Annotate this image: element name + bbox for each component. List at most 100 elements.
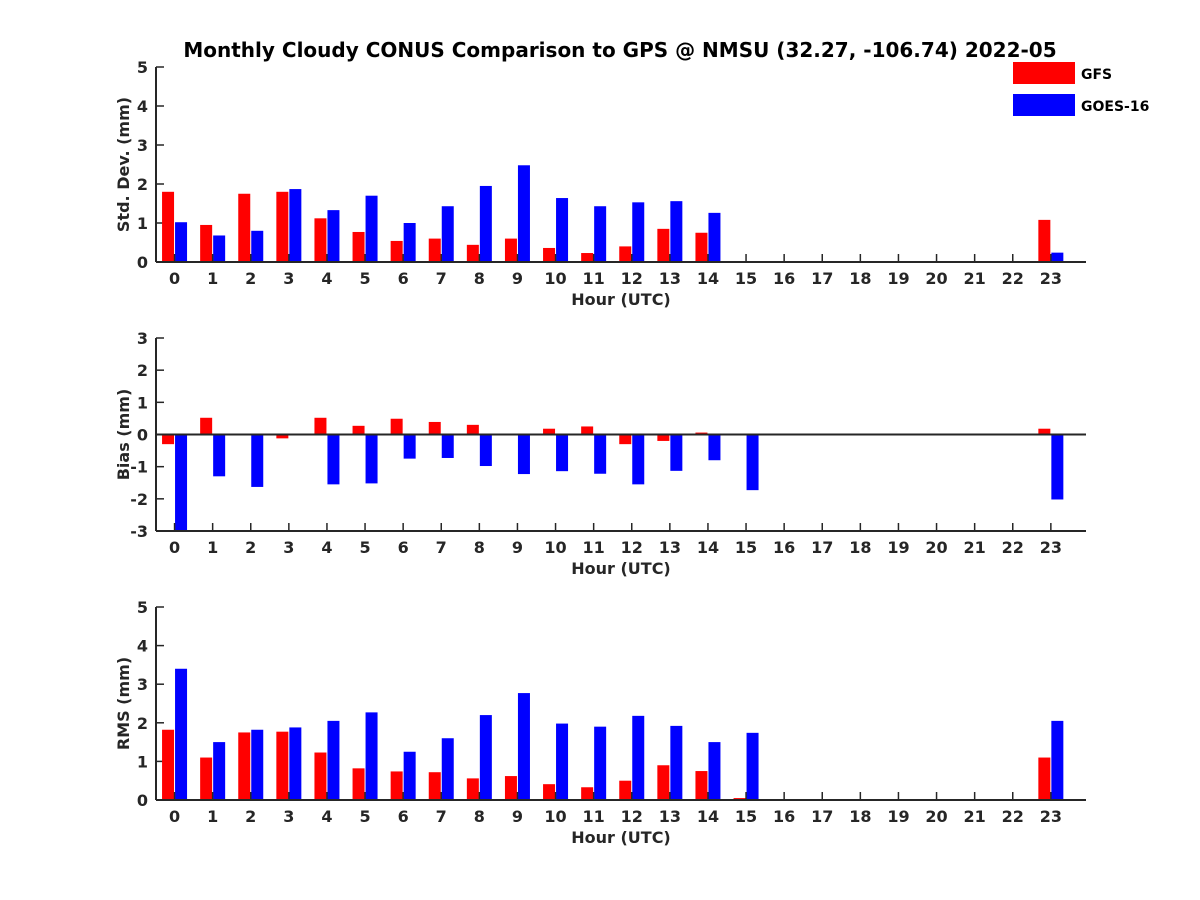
bias-bar-gfs-13 [657,434,670,441]
std-dev-x-axis-label: Hour (UTC) [571,290,671,309]
rms-x-tick-label: 7 [436,807,447,826]
std-dev-bar-gfs-13 [657,228,670,262]
std-dev-bar-goes16-9 [517,165,530,262]
bias-y-tick-label: 1 [137,393,148,412]
rms-x-tick-label: 11 [583,807,605,826]
std-dev-x-tick-label: 8 [474,269,485,288]
bias-x-tick-label: 19 [887,538,909,557]
std-dev-x-tick-label: 1 [207,269,218,288]
legend-swatch-goes16 [1013,94,1075,116]
std-dev-bar-gfs-9 [504,238,517,262]
std-dev-bar-goes16-12 [632,202,645,262]
rms-bar-goes16-11 [594,726,607,800]
bias-bar-gfs-10 [543,428,556,435]
rms-x-axis-label: Hour (UTC) [571,828,671,847]
bias-bar-gfs-6 [390,418,403,435]
bias-bar-goes16-6 [403,434,416,459]
rms-bar-gfs-5 [352,768,365,800]
std-dev-bar-goes16-5 [365,195,378,262]
rms-x-tick-label: 10 [544,807,566,826]
bias-y-tick-label: 3 [137,329,148,348]
std-dev-bar-goes16-10 [556,198,569,262]
std-dev-y-tick-label: 1 [137,214,148,233]
rms-x-tick-label: 0 [169,807,180,826]
bias-y-tick-label: 2 [137,361,148,380]
std-dev-x-tick-label: 4 [321,269,332,288]
bias-x-tick-label: 12 [621,538,643,557]
std-dev-bar-goes16-8 [479,185,492,262]
std-dev-y-tick-label: 3 [137,136,148,155]
bias-bar-goes16-10 [556,434,569,472]
rms-bar-gfs-6 [390,771,403,800]
bias-bar-goes16-5 [365,434,378,484]
std-dev-bar-gfs-3 [276,191,289,262]
std-dev-x-tick-label: 10 [544,269,566,288]
bias-x-tick-label: 10 [544,538,566,557]
bias-x-tick-label: 9 [512,538,523,557]
rms-x-tick-label: 13 [659,807,681,826]
bias-bar-goes16-9 [517,434,530,475]
rms-x-tick-label: 14 [697,807,719,826]
bias-bar-goes16-13 [670,434,683,471]
bias-bar-gfs-12 [619,434,632,445]
bias-x-tick-label: 22 [1002,538,1024,557]
std-dev-bar-goes16-3 [289,189,302,262]
bias-bar-goes16-12 [632,434,645,485]
rms-bar-gfs-10 [543,784,556,800]
bias-bar-goes16-4 [327,434,340,485]
std-dev-x-tick-label: 12 [621,269,643,288]
std-dev-bar-goes16-23 [1051,252,1064,262]
rms-bar-goes16-1 [213,742,226,800]
bias-y-tick-label: 0 [137,426,148,445]
std-dev-y-tick-label: 4 [137,97,148,116]
std-dev-bar-goes16-4 [327,210,340,262]
bias-x-tick-label: 8 [474,538,485,557]
rms-x-tick-label: 16 [773,807,795,826]
bias-x-tick-label: 6 [398,538,409,557]
rms-bar-gfs-4 [314,752,327,800]
std-dev-y-axis-label: Std. Dev. (mm) [114,97,133,232]
rms-bar-gfs-14 [695,771,708,800]
rms-bar-gfs-12 [619,780,632,800]
rms-x-tick-label: 23 [1040,807,1062,826]
bias-x-tick-label: 4 [321,538,332,557]
std-dev-bar-goes16-11 [594,206,607,262]
std-dev-bar-gfs-8 [466,244,479,262]
std-dev-x-tick-label: 15 [735,269,757,288]
std-dev-bar-gfs-10 [543,247,556,262]
bias-bar-gfs-8 [466,424,479,435]
bias-x-tick-label: 14 [697,538,719,557]
rms-bar-goes16-7 [441,738,454,800]
rms-y-tick-label: 1 [137,752,148,771]
rms-x-tick-label: 2 [245,807,256,826]
std-dev-bar-gfs-5 [352,231,365,262]
std-dev-x-tick-label: 20 [925,269,947,288]
rms-bar-gfs-0 [162,729,175,800]
rms-bar-gfs-2 [238,732,251,800]
bias-x-tick-label: 0 [169,538,180,557]
std-dev-x-tick-label: 16 [773,269,795,288]
rms-bar-gfs-3 [276,731,289,800]
bias-bar-goes16-11 [594,434,607,474]
std-dev-bar-gfs-0 [162,191,175,262]
std-dev-bar-gfs-12 [619,246,632,262]
rms-bar-goes16-0 [175,668,188,800]
std-dev-y-tick-label: 0 [137,253,148,272]
rms-bar-goes16-13 [670,725,683,800]
bias-bar-gfs-4 [314,417,327,435]
rms-x-tick-label: 12 [621,807,643,826]
std-dev-x-tick-label: 6 [398,269,409,288]
rms-y-tick-label: 5 [137,598,148,617]
bias-x-tick-label: 18 [849,538,871,557]
bias-x-tick-label: 17 [811,538,833,557]
std-dev-bar-gfs-7 [428,238,441,262]
std-dev-x-tick-label: 0 [169,269,180,288]
bias-x-tick-label: 13 [659,538,681,557]
bias-x-tick-label: 23 [1040,538,1062,557]
rms-bar-goes16-3 [289,727,302,800]
std-dev-bar-gfs-14 [695,232,708,262]
rms-bar-goes16-10 [556,723,569,800]
rms-x-tick-label: 22 [1002,807,1024,826]
rms-x-tick-label: 5 [359,807,370,826]
